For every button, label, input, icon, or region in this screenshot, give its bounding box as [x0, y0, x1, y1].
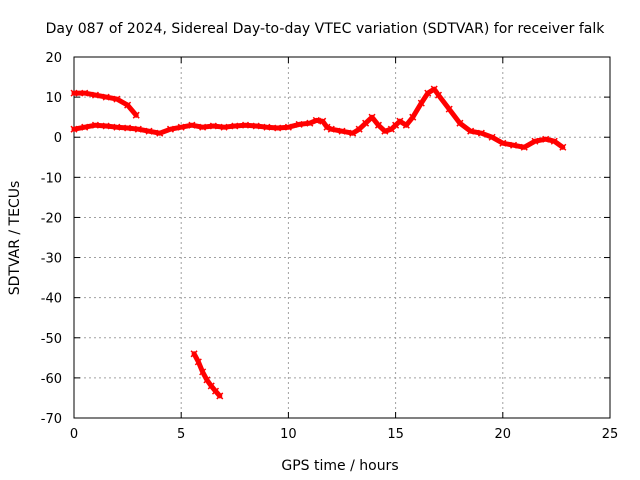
- data-point: [424, 89, 432, 97]
- x-tick-label: 20: [495, 427, 512, 442]
- data-point: [70, 125, 78, 133]
- data-point: [113, 123, 121, 131]
- data-point: [190, 350, 198, 358]
- data-point: [91, 121, 99, 129]
- data-point: [156, 129, 164, 137]
- data-point: [488, 133, 496, 141]
- x-tick-label: 5: [177, 427, 185, 442]
- data-point: [102, 122, 110, 130]
- y-axis-label: SDTVAR / TECUs: [7, 181, 23, 296]
- data-point: [91, 91, 99, 99]
- data-point: [368, 113, 376, 121]
- y-tick-label: -10: [41, 171, 62, 186]
- data-point: [312, 116, 320, 124]
- y-tick-label: -50: [41, 332, 62, 347]
- data-point: [323, 123, 331, 131]
- data-point: [284, 123, 292, 131]
- data-point: [274, 124, 282, 132]
- data-point: [402, 121, 410, 129]
- y-tick-label: 0: [54, 131, 62, 146]
- x-tick-label: 25: [602, 427, 619, 442]
- data-point: [467, 127, 475, 135]
- data-point: [132, 111, 140, 119]
- data-point: [166, 125, 175, 133]
- data-point: [531, 137, 539, 145]
- data-point: [520, 143, 528, 151]
- grid-lines: [74, 57, 610, 418]
- data-point: [231, 122, 239, 130]
- y-tick-label: -40: [41, 292, 62, 307]
- chart-title: Day 087 of 2024, Sidereal Day-to-day VTE…: [46, 21, 606, 37]
- x-tick-label: 0: [70, 427, 78, 442]
- data-point: [134, 125, 142, 133]
- data-point: [306, 119, 314, 127]
- data-point: [113, 95, 121, 103]
- data-point: [252, 122, 260, 130]
- data-point: [430, 85, 438, 93]
- data-point: [559, 143, 567, 151]
- x-tick-label: 10: [280, 427, 297, 442]
- x-axis-label: GPS time / hours: [281, 458, 398, 474]
- x-tick-label: 15: [387, 427, 404, 442]
- data-point: [81, 123, 89, 131]
- data-point: [241, 121, 250, 129]
- data-point: [199, 123, 207, 131]
- data-point: [319, 117, 327, 125]
- y-tick-label: -70: [41, 412, 62, 427]
- data-point: [550, 137, 558, 145]
- data-point: [417, 99, 425, 107]
- plot-frame: [73, 56, 611, 419]
- data-point: [124, 101, 132, 109]
- data-point: [445, 105, 453, 113]
- data-point: [509, 141, 518, 149]
- y-tick-label: -20: [41, 211, 62, 226]
- data-point: [349, 129, 357, 137]
- data-point: [263, 123, 271, 131]
- data-point: [434, 91, 443, 99]
- data-point: [542, 135, 550, 143]
- y-tick-label: 20: [45, 51, 62, 66]
- data-point: [409, 113, 417, 121]
- data-point: [295, 120, 303, 128]
- data-point: [102, 93, 110, 101]
- data-point: [188, 121, 196, 129]
- data-point: [70, 89, 78, 97]
- data-point: [374, 121, 382, 129]
- data-point: [194, 358, 202, 366]
- data-point: [362, 119, 370, 127]
- data-point: [456, 119, 464, 127]
- data-point: [338, 127, 346, 135]
- y-tick-label: -60: [41, 372, 62, 387]
- data-point: [81, 89, 89, 97]
- data-point: [177, 123, 185, 131]
- y-tick-label: 10: [45, 91, 62, 106]
- data-point: [396, 117, 404, 125]
- data-point: [381, 127, 389, 135]
- data-point: [209, 122, 217, 130]
- data-point: [124, 124, 132, 132]
- data-point: [199, 368, 207, 376]
- data-point: [203, 376, 211, 384]
- y-tick-label: -30: [41, 252, 62, 267]
- axis-ticks: 0 5 10 15 20 25 20 10 0 -10 -20 -30 -40 -50 -60 -70: [41, 51, 619, 442]
- data-point: [220, 123, 228, 131]
- data-series: [70, 85, 567, 400]
- data-point: [355, 125, 363, 133]
- data-point: [216, 392, 224, 400]
- data-point: [477, 129, 485, 137]
- data-point: [499, 139, 507, 147]
- data-point: [145, 127, 153, 135]
- data-point: [327, 125, 335, 133]
